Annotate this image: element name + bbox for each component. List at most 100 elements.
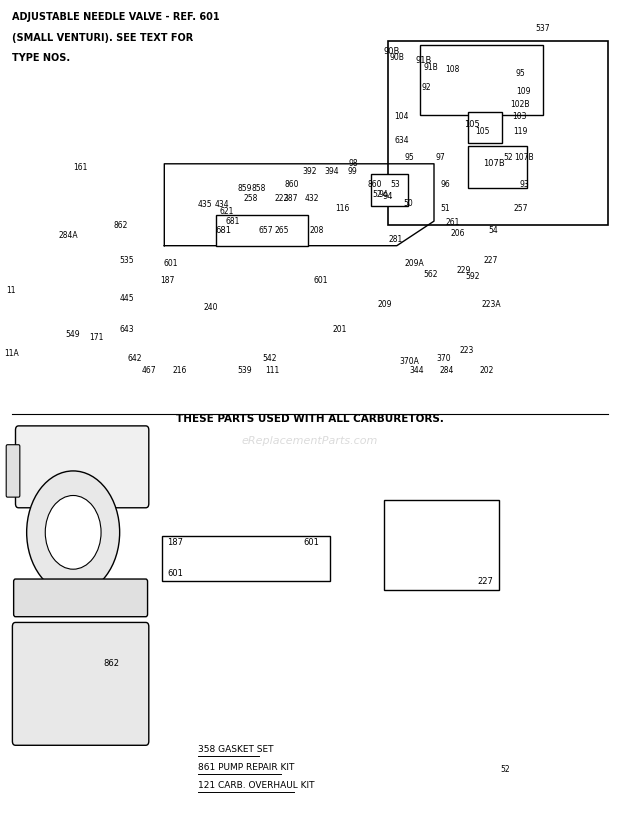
Text: 539: 539 [237, 366, 252, 374]
Bar [420, 45, 543, 115]
Text: 467: 467 [141, 366, 156, 374]
Bar [468, 112, 502, 143]
Text: 201: 201 [332, 325, 347, 333]
Text: 97: 97 [435, 153, 445, 161]
Text: 434: 434 [215, 201, 229, 209]
Text: 643: 643 [120, 325, 135, 333]
Text: 222: 222 [275, 194, 289, 202]
Bar [162, 536, 330, 581]
Text: 50: 50 [403, 199, 413, 207]
Text: 227: 227 [484, 256, 498, 265]
Text: 104: 104 [394, 112, 409, 120]
Text: 52: 52 [372, 191, 382, 199]
FancyBboxPatch shape [6, 445, 20, 497]
Text: (SMALL VENTURI). SEE TEXT FOR: (SMALL VENTURI). SEE TEXT FOR [12, 33, 193, 43]
Text: 860: 860 [284, 180, 299, 188]
Text: 634: 634 [394, 137, 409, 145]
Text: 91B: 91B [423, 63, 438, 71]
Text: 681: 681 [225, 217, 240, 225]
Text: 258: 258 [244, 194, 259, 202]
Text: 284A: 284A [58, 232, 78, 240]
Text: 387: 387 [283, 194, 298, 202]
Text: 187: 187 [167, 538, 184, 546]
Text: 92: 92 [422, 84, 432, 92]
Text: 108: 108 [445, 66, 460, 74]
Text: 592: 592 [465, 273, 480, 281]
Text: 861 PUMP REPAIR KIT: 861 PUMP REPAIR KIT [198, 763, 294, 771]
Text: 91B: 91B [415, 57, 432, 65]
Text: THESE PARTS USED WITH ALL CARBURETORS.: THESE PARTS USED WITH ALL CARBURETORS. [176, 414, 444, 424]
Bar [384, 500, 499, 590]
FancyBboxPatch shape [14, 579, 148, 617]
Text: 98: 98 [348, 160, 358, 168]
Text: 281: 281 [389, 235, 402, 243]
Text: 105: 105 [475, 127, 490, 135]
Text: 681: 681 [215, 227, 231, 235]
Text: 216: 216 [172, 366, 187, 374]
Polygon shape [164, 221, 409, 246]
Text: 206: 206 [450, 229, 465, 238]
Text: 445: 445 [120, 295, 135, 303]
Text: 171: 171 [89, 333, 104, 342]
Text: 601: 601 [163, 260, 178, 268]
Text: 121 CARB. OVERHAUL KIT: 121 CARB. OVERHAUL KIT [198, 781, 315, 790]
Text: 209A: 209A [404, 260, 424, 268]
Text: 52: 52 [500, 766, 510, 774]
Text: 223A: 223A [481, 301, 501, 309]
Text: 103: 103 [512, 112, 527, 120]
Text: 53: 53 [391, 180, 401, 188]
Text: 860: 860 [368, 180, 383, 188]
Text: 52: 52 [503, 153, 513, 161]
Bar [87, 631, 146, 672]
Text: 90B: 90B [384, 48, 400, 56]
Text: 859: 859 [237, 184, 252, 192]
Text: 642: 642 [128, 355, 143, 363]
Text: 202: 202 [479, 366, 494, 374]
Text: 601: 601 [167, 569, 184, 577]
Text: 392: 392 [303, 168, 317, 176]
Bar [216, 215, 308, 246]
Text: 562: 562 [423, 270, 438, 278]
Text: 358 GASKET SET: 358 GASKET SET [198, 745, 274, 753]
Text: 344: 344 [409, 366, 424, 374]
Text: 95: 95 [404, 153, 414, 161]
Bar [371, 174, 408, 206]
Text: 90B: 90B [389, 53, 404, 61]
Text: ADJUSTABLE NEEDLE VALVE - REF. 601: ADJUSTABLE NEEDLE VALVE - REF. 601 [12, 12, 220, 22]
Text: 229: 229 [456, 266, 471, 274]
FancyBboxPatch shape [16, 426, 149, 508]
Text: 549: 549 [66, 330, 81, 338]
Text: 261: 261 [445, 219, 460, 227]
Text: 96: 96 [440, 180, 450, 188]
Text: 11: 11 [6, 287, 16, 295]
Text: 858: 858 [252, 184, 267, 192]
Text: eReplacementParts.com: eReplacementParts.com [242, 436, 378, 446]
Text: 94: 94 [378, 191, 388, 199]
Text: 187: 187 [160, 276, 175, 284]
Text: 394: 394 [324, 168, 339, 176]
Text: 54: 54 [488, 227, 498, 235]
Text: 161: 161 [73, 164, 88, 172]
Text: 265: 265 [275, 227, 290, 235]
Text: 95: 95 [516, 70, 526, 78]
Text: 601: 601 [303, 538, 319, 546]
Text: 657: 657 [258, 227, 273, 235]
Text: 116: 116 [335, 205, 350, 213]
Text: 111: 111 [266, 366, 280, 374]
Text: 537: 537 [535, 25, 550, 33]
Text: 99: 99 [347, 168, 357, 176]
FancyBboxPatch shape [12, 622, 149, 745]
Text: 240: 240 [203, 303, 218, 311]
Text: 51: 51 [440, 205, 450, 213]
Text: 11A: 11A [4, 350, 19, 358]
Text: 94: 94 [383, 192, 392, 201]
Text: 432: 432 [304, 194, 319, 202]
Text: 862: 862 [113, 221, 128, 229]
Text: 601: 601 [314, 276, 329, 284]
Text: 223: 223 [459, 346, 474, 355]
Text: 119: 119 [513, 127, 528, 135]
Circle shape [45, 495, 101, 569]
Text: 93: 93 [519, 180, 529, 188]
Text: 102B: 102B [510, 101, 529, 109]
Text: 370: 370 [436, 355, 451, 363]
